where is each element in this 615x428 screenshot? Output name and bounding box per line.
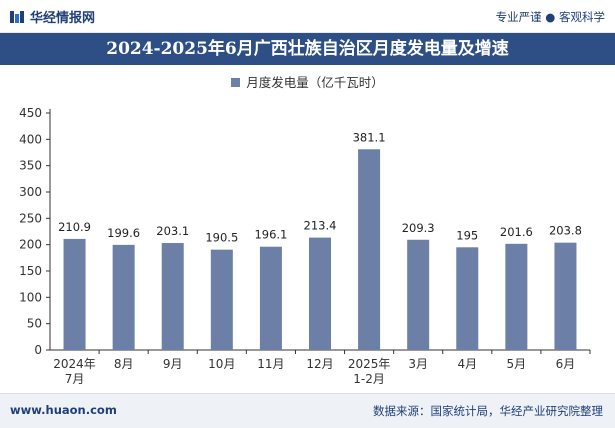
data-label: 203.1 (156, 224, 189, 238)
title-bar: 2024-2025年6月广西壮族自治区月度发电量及增速 (0, 33, 615, 65)
footer-source: 数据来源：国家统计局，华经产业研究院整理 (373, 404, 603, 418)
x-tick-label: 8月 (114, 357, 134, 371)
y-tick-label: 100 (19, 290, 42, 304)
bar[interactable] (309, 237, 331, 350)
legend-swatch (231, 78, 241, 87)
x-tick-label: 11月 (257, 357, 284, 371)
x-tick-label: 10月 (208, 357, 235, 371)
data-label: 199.6 (107, 226, 140, 240)
x-tick-label: 1-2月 (353, 372, 385, 386)
data-label: 210.9 (58, 220, 91, 234)
bar[interactable] (505, 243, 528, 350)
legend: 月度发电量（亿千瓦时） (0, 72, 615, 91)
data-label: 381.1 (353, 130, 386, 144)
y-tick-label: 350 (19, 159, 42, 173)
y-tick-label: 400 (19, 132, 42, 146)
y-tick-label: 50 (27, 317, 42, 331)
x-tick-label: 5月 (507, 357, 527, 371)
bar[interactable] (456, 247, 479, 350)
logo-icon (10, 10, 24, 23)
bar[interactable] (407, 239, 430, 350)
x-tick-label: 12月 (306, 357, 333, 371)
data-label: 196.1 (254, 228, 287, 242)
y-tick-label: 200 (19, 238, 42, 252)
brand-name: 华经情报网 (30, 11, 96, 26)
bar[interactable] (161, 243, 184, 350)
data-label: 190.5 (205, 231, 238, 245)
y-tick-label: 150 (19, 264, 42, 278)
bar[interactable] (358, 149, 381, 350)
chart-title: 2024-2025年6月广西壮族自治区月度发电量及增速 (106, 39, 509, 59)
x-tick-label: 6月 (556, 357, 576, 371)
x-tick-label: 2025年 (348, 357, 391, 371)
x-tick-label: 4月 (457, 357, 477, 371)
x-tick-label: 7月 (65, 372, 85, 386)
legend-label: 月度发电量（亿千瓦时） (246, 75, 384, 90)
bar[interactable] (259, 246, 282, 350)
footer-website[interactable]: www.huaon.com (10, 403, 117, 417)
bar[interactable] (63, 238, 86, 350)
data-label: 195 (456, 228, 478, 242)
x-tick-label: 2024年 (53, 357, 96, 371)
brand[interactable]: 华经情报网 (10, 7, 95, 26)
y-tick-label: 250 (19, 211, 42, 225)
footer: www.huaon.com 数据来源：国家统计局，华经产业研究院整理 (0, 393, 615, 428)
bar[interactable] (554, 242, 577, 350)
data-label: 209.3 (402, 221, 435, 235)
data-label: 213.4 (304, 219, 337, 233)
x-tick-label: 9月 (163, 357, 183, 371)
x-tick-label: 3月 (408, 357, 428, 371)
y-tick-label: 300 (19, 185, 42, 199)
y-tick-label: 0 (34, 343, 42, 357)
y-tick-label: 450 (19, 106, 42, 120)
top-bar: 华经情报网 专业严谨 ● 客观科学 (0, 0, 615, 33)
data-label: 203.8 (549, 224, 582, 238)
tagline: 专业严谨 ● 客观科学 (495, 10, 605, 24)
bar[interactable] (112, 244, 135, 350)
data-label: 201.6 (500, 225, 533, 239)
bar[interactable] (210, 249, 233, 350)
